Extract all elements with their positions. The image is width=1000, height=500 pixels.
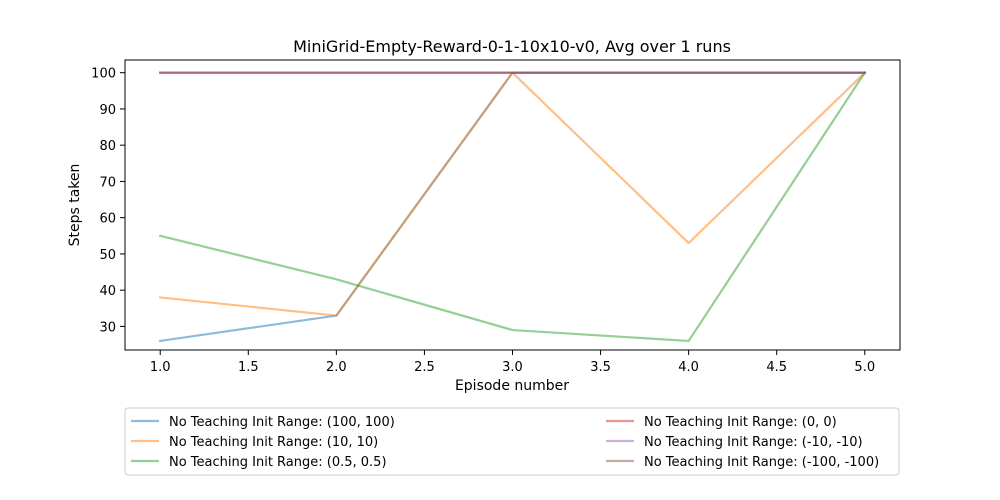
x-tick-label: 4.5 — [766, 360, 787, 375]
x-tick-label: 2.0 — [326, 360, 347, 375]
series-line-0 — [158, 71, 866, 343]
x-tick-label: 3.0 — [502, 360, 523, 375]
y-tick-label: 60 — [99, 212, 116, 227]
x-tick-label: 1.5 — [238, 360, 259, 375]
legend-label: No Teaching Init Range: (0.5, 0.5) — [169, 455, 387, 470]
series-layer — [158, 71, 867, 343]
y-axis-label: Steps taken — [67, 164, 83, 247]
x-tick-label: 5.0 — [854, 360, 875, 375]
y-tick-label: 80 — [99, 139, 116, 154]
legend-label: No Teaching Init Range: (-100, -100) — [644, 455, 879, 470]
y-tick-label: 50 — [99, 248, 116, 263]
legend-label: No Teaching Init Range: (0, 0) — [644, 415, 837, 430]
x-tick-label: 3.5 — [590, 360, 611, 375]
legend-frame — [124, 407, 900, 476]
x-tick-label: 1.0 — [150, 360, 171, 375]
legend: No Teaching Init Range: (100, 100) No Tea… — [124, 407, 900, 476]
x-tick-label: 4.0 — [678, 360, 699, 375]
x-axis: 1.0 1.5 2.0 2.5 3.0 3.5 4.0 4.5 5.0 — [150, 350, 875, 375]
chart-title: MiniGrid-Empty-Reward-0-1-10x10-v0, Avg … — [293, 37, 731, 56]
y-axis: 30 40 50 60 70 80 90 100 — [91, 67, 125, 335]
x-axis-label: Episode number — [455, 378, 569, 394]
y-tick-label: 100 — [91, 67, 116, 82]
y-tick-label: 30 — [99, 320, 116, 335]
legend-items: No Teaching Init Range: (100, 100) No Tea… — [131, 415, 879, 470]
legend-label: No Teaching Init Range: (-10, -10) — [644, 435, 863, 450]
y-tick-label: 90 — [99, 103, 116, 118]
series-line-2 — [158, 71, 867, 343]
x-tick-label: 2.5 — [414, 360, 435, 375]
legend-label: No Teaching Init Range: (10, 10) — [169, 435, 378, 450]
y-tick-label: 70 — [99, 175, 116, 190]
y-tick-label: 40 — [99, 284, 116, 299]
legend-label: No Teaching Init Range: (100, 100) — [169, 415, 395, 430]
series-line-1 — [159, 71, 867, 317]
